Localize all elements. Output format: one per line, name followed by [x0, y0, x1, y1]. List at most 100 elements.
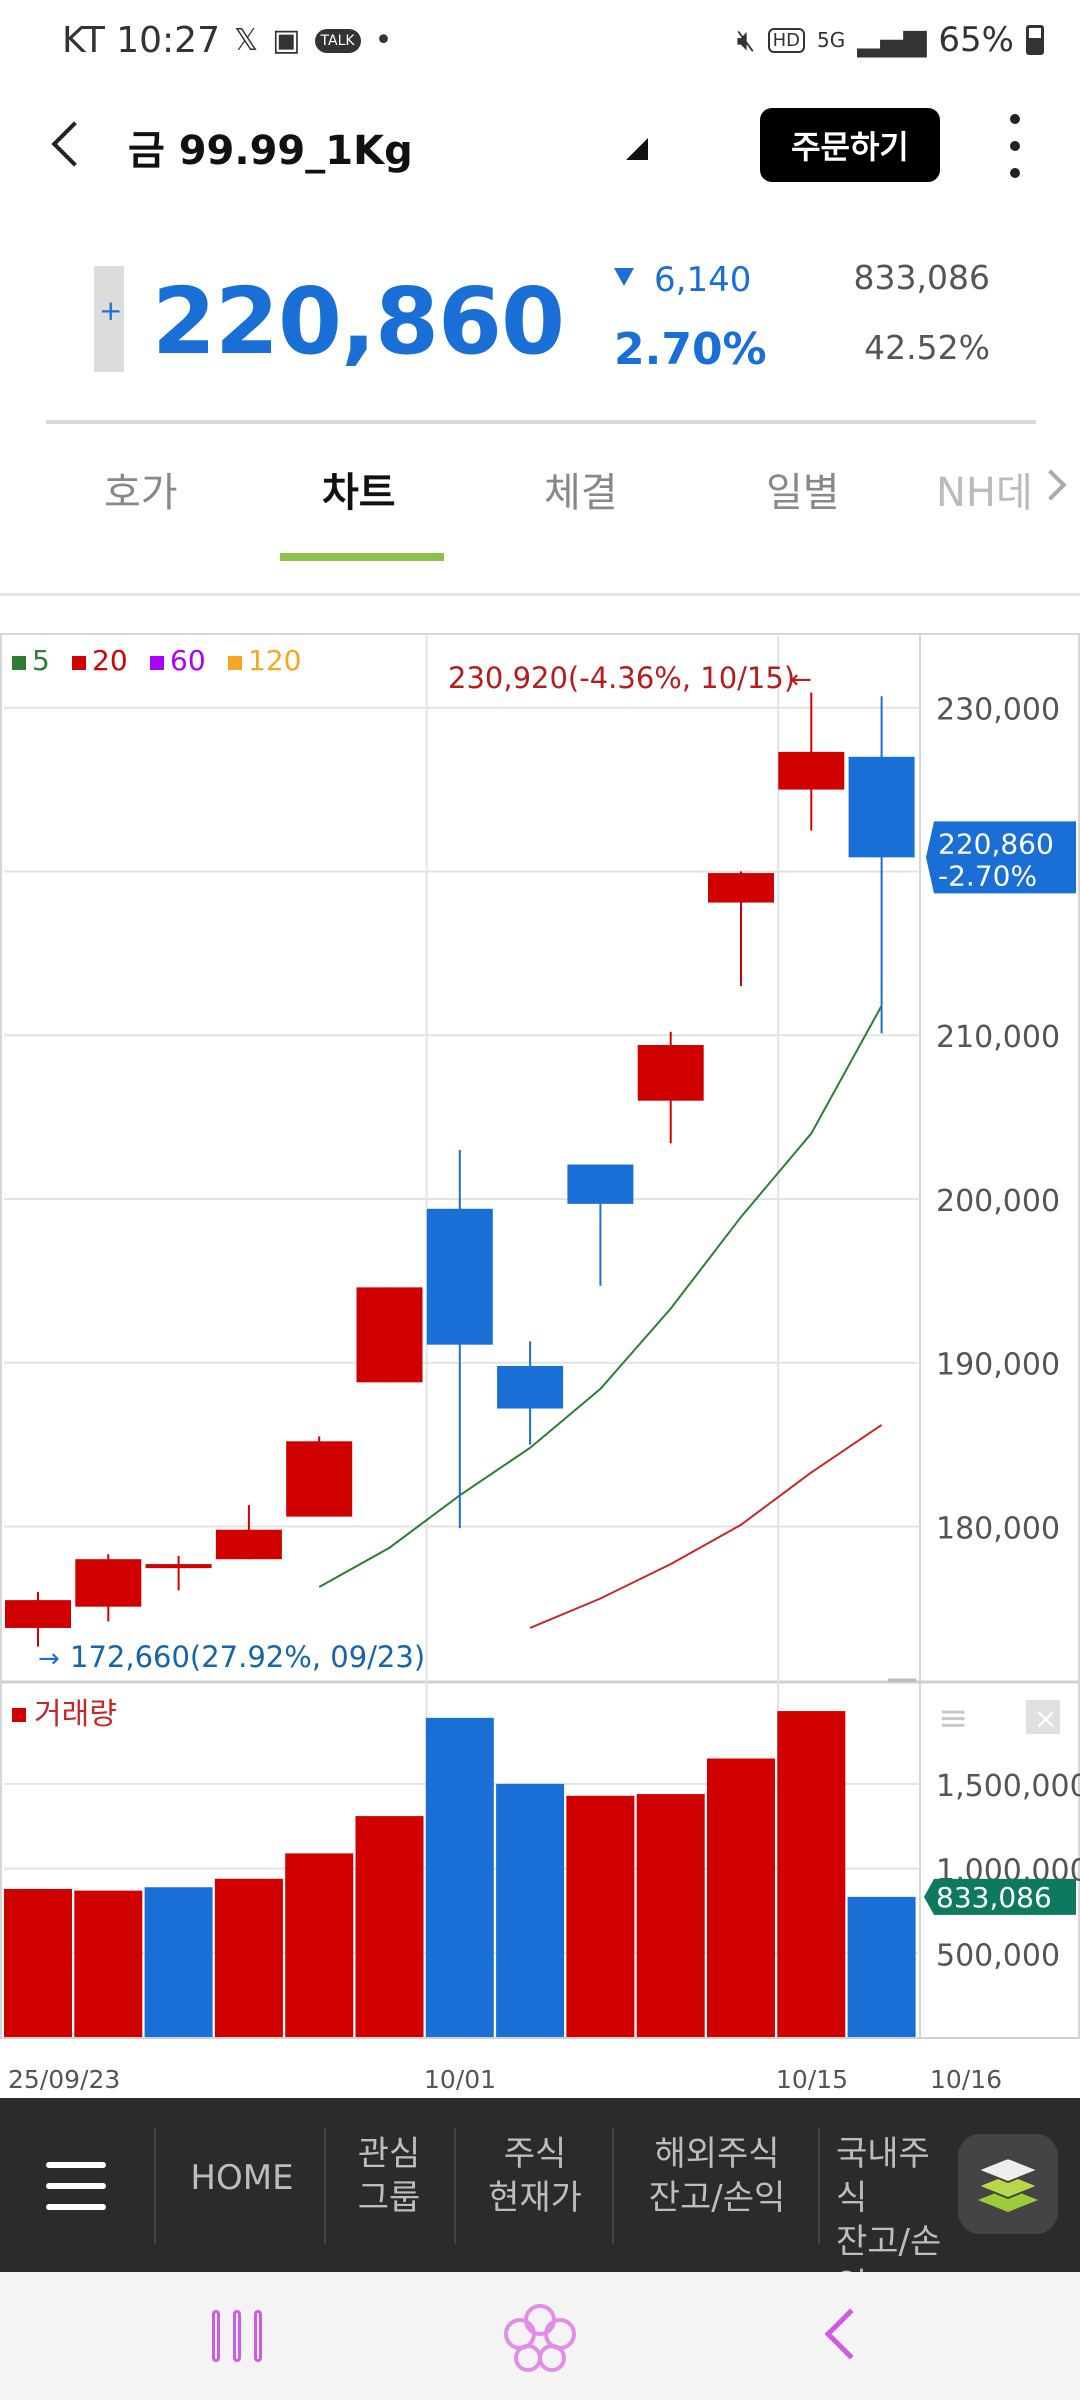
down-arrow-icon — [614, 268, 634, 286]
signal-icon: ▂▄▆ — [857, 22, 927, 58]
battery-percent: 65% — [938, 20, 1014, 60]
legend-swatch — [150, 656, 164, 670]
tab-chart[interactable]: 차트 — [322, 470, 396, 516]
divider — [0, 593, 1080, 596]
gallery-icon: ▣ — [272, 23, 301, 58]
tab-indicator — [280, 553, 444, 561]
change-percent: 2.70% — [614, 324, 767, 375]
layers-icon — [976, 2156, 1040, 2212]
bottom-nav: HOME 관심 그룹 주식 현재가 해외주식 잔고/손익 국내주식 잔고/손익 — [0, 2098, 1080, 2306]
volume-value: 833,086 — [853, 258, 990, 297]
tab-bar: 호가 차트 체결 일별 NH데이 — [0, 440, 1080, 561]
volume-bar — [425, 1717, 494, 2038]
volume-bar — [74, 1890, 143, 2038]
price-tick-label: 190,000 — [936, 1348, 1060, 1383]
recent-apps-icon[interactable] — [212, 2310, 262, 2362]
nav-separator — [324, 2128, 326, 2244]
tab-daily[interactable]: 일별 — [766, 470, 840, 516]
page-title[interactable]: 금 99.99_1Kg — [128, 128, 413, 174]
last-change-label: -2.70% — [938, 859, 1037, 892]
home-flower-icon[interactable] — [500, 2302, 580, 2372]
volume-tick-label: 500,000 — [936, 1938, 1060, 1973]
x-tick-label: 25/09/23 — [8, 2065, 120, 2090]
pane-close-icon — [1026, 1700, 1060, 1734]
tab-trades[interactable]: 체결 — [544, 470, 618, 516]
arrow-right-icon: → — [38, 1644, 60, 1674]
nav-separator — [818, 2128, 820, 2244]
legend-swatch — [12, 656, 26, 670]
close-icon: × — [1034, 1702, 1057, 1735]
dot-icon: • — [374, 23, 393, 58]
nav-separator — [154, 2128, 156, 2244]
candle-body — [356, 1287, 423, 1383]
arrow-left-icon: ← — [790, 665, 812, 695]
candle-body — [848, 756, 915, 858]
chevron-right-icon[interactable] — [1035, 469, 1067, 501]
status-left: KT 10:27 𝕏 ▣ TALK • — [62, 20, 392, 61]
x-tick-label: 10/01 — [424, 2065, 496, 2090]
price-marker-icon — [94, 266, 124, 372]
change-amount: 6,140 — [654, 260, 752, 300]
candle-body — [778, 751, 845, 790]
layers-button[interactable] — [958, 2134, 1058, 2234]
last-price-tag — [926, 821, 1076, 894]
candle-body — [497, 1365, 564, 1409]
status-right: 🔇︎ HD 5G ▂▄▆ 65% — [737, 20, 1044, 60]
ma20-line — [529, 1424, 883, 1629]
x-tick-label: 10/15 — [776, 2065, 848, 2090]
chart-svg[interactable]: 230,000 210,000 200,000 190,000 180,000 5 20 60… — [0, 630, 1080, 2094]
candle-body — [75, 1559, 142, 1607]
pane-menu-icon: ≡ — [938, 1698, 968, 1739]
nav-separator — [454, 2128, 456, 2244]
nav-watch-group[interactable]: 관심 그룹 — [357, 2134, 421, 2218]
x-icon: 𝕏 — [234, 23, 259, 58]
last-volume-label: 833,086 — [936, 1881, 1052, 1914]
candle-body — [286, 1441, 353, 1517]
price-tick-label: 180,000 — [936, 1511, 1060, 1546]
ma5-line — [318, 1005, 883, 1588]
menu-icon[interactable] — [46, 2162, 106, 2210]
candle-body — [215, 1529, 282, 1560]
legend-swatch — [12, 1708, 26, 1722]
legend-label: 60 — [170, 644, 206, 677]
volume-tick-label: 1,500,000 — [936, 1769, 1080, 1804]
price-summary: 220,860 6,140 2.70% 833,086 42.52% — [0, 230, 1080, 410]
order-button[interactable]: 주문하기 — [760, 108, 940, 182]
back-icon[interactable] — [44, 114, 94, 174]
volume-ratio: 42.52% — [864, 328, 990, 367]
volume-bar — [355, 1816, 424, 2038]
tab-nh[interactable]: NH데이 — [936, 470, 1036, 516]
hd-icon: HD — [767, 27, 805, 53]
last-price-label: 220,860 — [938, 827, 1054, 860]
legend-label: 120 — [248, 644, 301, 677]
price-tick-label: 210,000 — [936, 1020, 1060, 1055]
more-icon[interactable] — [1000, 114, 1030, 178]
legend-label: 20 — [92, 644, 128, 677]
legend-label: 5 — [32, 644, 50, 677]
volume-bar — [214, 1878, 283, 2038]
divider — [46, 420, 1036, 424]
candle-body — [637, 1045, 704, 1101]
nav-home[interactable]: HOME — [190, 2158, 294, 2198]
current-price: 220,860 — [152, 268, 565, 375]
carrier-time: KT 10:27 — [62, 20, 220, 61]
system-back-icon[interactable] — [824, 2308, 876, 2360]
battery-icon — [1026, 25, 1044, 55]
volume-bar — [285, 1853, 354, 2038]
volume-legend-label: 거래량 — [34, 1697, 117, 1732]
5g-icon: 5G — [816, 28, 846, 52]
volume-bar — [4, 1888, 72, 2038]
candle-body — [708, 873, 774, 903]
price-tick-label: 200,000 — [936, 1184, 1060, 1219]
high-annotation: 230,920(-4.36%, 10/15) — [448, 661, 795, 695]
chart-area[interactable]: 230,000 210,000 200,000 190,000 180,000 5 20 60… — [0, 630, 1080, 2094]
candle-body — [145, 1564, 212, 1569]
tab-hoga[interactable]: 호가 — [104, 470, 178, 516]
dropdown-icon[interactable] — [626, 138, 648, 160]
volume-bar — [847, 1896, 916, 2038]
status-bar: KT 10:27 𝕏 ▣ TALK • 🔇︎ HD 5G ▂▄▆ 65% — [0, 0, 1080, 84]
candle-body — [567, 1164, 634, 1204]
nav-stock-price[interactable]: 주식 현재가 — [488, 2134, 582, 2218]
nav-overseas-balance[interactable]: 해외주식 잔고/손익 — [648, 2134, 786, 2218]
nav-separator — [612, 2128, 614, 2244]
